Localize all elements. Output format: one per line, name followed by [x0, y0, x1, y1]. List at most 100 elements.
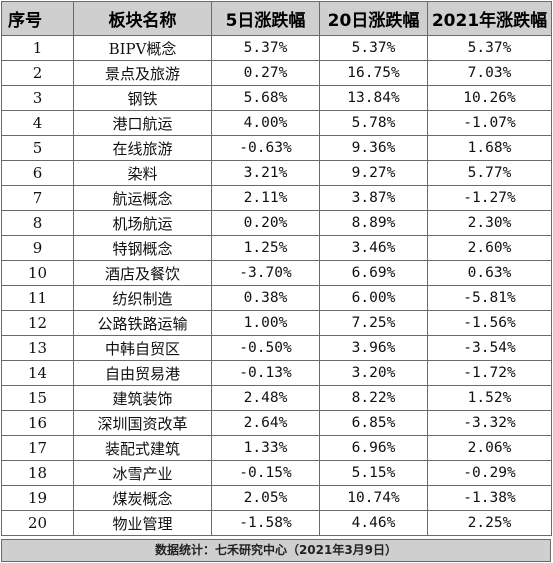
header-5day-change: 5日涨跌幅 [211, 1, 320, 36]
sector-name: 景点及旅游 [73, 60, 212, 86]
change-20day: 6.00% [319, 285, 428, 311]
row-index: 5 [1, 135, 74, 161]
row-index: 18 [1, 460, 74, 486]
change-2021: 2.06% [427, 435, 552, 461]
change-2021: 2.60% [427, 235, 552, 261]
table-row: 10 酒店及餐饮 -3.70% 6.69% 0.63% [1, 260, 552, 286]
change-5day: 4.00% [211, 110, 320, 136]
change-20day: 8.22% [319, 385, 428, 411]
change-5day: 1.25% [211, 235, 320, 261]
change-5day: -0.13% [211, 360, 320, 386]
sector-name: 港口航运 [73, 110, 212, 136]
table-row: 5 在线旅游 -0.63% 9.36% 1.68% [1, 135, 552, 161]
sector-name: 钢铁 [73, 85, 212, 111]
table-row: 8 机场航运 0.20% 8.89% 2.30% [1, 210, 552, 236]
change-5day: 2.05% [211, 485, 320, 511]
header-row: 序号 板块名称 5日涨跌幅 20日涨跌幅 2021年涨跌幅 [1, 1, 552, 36]
change-20day: 6.69% [319, 260, 428, 286]
change-5day: 0.27% [211, 60, 320, 86]
row-index: 9 [1, 235, 74, 261]
table-row: 19 煤炭概念 2.05% 10.74% -1.38% [1, 485, 552, 511]
row-index: 11 [1, 285, 74, 311]
change-20day: 3.46% [319, 235, 428, 261]
change-20day: 9.36% [319, 135, 428, 161]
change-2021: 1.68% [427, 135, 552, 161]
row-index: 16 [1, 410, 74, 436]
row-index: 15 [1, 385, 74, 411]
sector-name: 酒店及餐饮 [73, 260, 212, 286]
change-2021: 0.63% [427, 260, 552, 286]
change-20day: 5.37% [319, 35, 428, 61]
change-20day: 10.74% [319, 485, 428, 511]
change-2021: 1.52% [427, 385, 552, 411]
change-20day: 6.96% [319, 435, 428, 461]
sector-name: 在线旅游 [73, 135, 212, 161]
change-5day: -3.70% [211, 260, 320, 286]
sector-performance-table-container: 序号 板块名称 5日涨跌幅 20日涨跌幅 2021年涨跌幅 1 BIPV概念 5.3… [1, 1, 552, 536]
change-5day: 1.00% [211, 310, 320, 336]
sector-name: 特钢概念 [73, 235, 212, 261]
change-2021: -1.38% [427, 485, 552, 511]
change-20day: 3.87% [319, 185, 428, 211]
change-5day: 1.33% [211, 435, 320, 461]
change-5day: -0.63% [211, 135, 320, 161]
header-index: 序号 [1, 1, 74, 36]
change-2021: 2.25% [427, 510, 552, 536]
sector-name: 冰雪产业 [73, 460, 212, 486]
row-index: 13 [1, 335, 74, 361]
change-2021: -1.56% [427, 310, 552, 336]
table-row: 18 冰雪产业 -0.15% 5.15% -0.29% [1, 460, 552, 486]
table-row: 12 公路铁路运输 1.00% 7.25% -1.56% [1, 310, 552, 336]
table-row: 1 BIPV概念 5.37% 5.37% 5.37% [1, 35, 552, 61]
table-row: 3 钢铁 5.68% 13.84% 10.26% [1, 85, 552, 111]
row-index: 3 [1, 85, 74, 111]
change-2021: 2.30% [427, 210, 552, 236]
sector-name: 煤炭概念 [73, 485, 212, 511]
change-5day: 2.48% [211, 385, 320, 411]
row-index: 7 [1, 185, 74, 211]
change-20day: 8.89% [319, 210, 428, 236]
table-row: 7 航运概念 2.11% 3.87% -1.27% [1, 185, 552, 211]
row-index: 12 [1, 310, 74, 336]
sector-name: 航运概念 [73, 185, 212, 211]
change-2021: 7.03% [427, 60, 552, 86]
change-20day: 6.85% [319, 410, 428, 436]
change-2021: -1.07% [427, 110, 552, 136]
change-5day: 5.37% [211, 35, 320, 61]
table-row: 17 装配式建筑 1.33% 6.96% 2.06% [1, 435, 552, 461]
sector-name: 公路铁路运输 [73, 310, 212, 336]
change-2021: 5.77% [427, 160, 552, 186]
change-2021: 10.26% [427, 85, 552, 111]
row-index: 8 [1, 210, 74, 236]
change-2021: -1.27% [427, 185, 552, 211]
table-row: 16 深圳国资改革 2.64% 6.85% -3.32% [1, 410, 552, 436]
sector-name: 物业管理 [73, 510, 212, 536]
change-5day: 0.20% [211, 210, 320, 236]
change-20day: 4.46% [319, 510, 428, 536]
header-2021-change: 2021年涨跌幅 [427, 1, 552, 36]
header-20day-change: 20日涨跌幅 [319, 1, 428, 36]
row-index: 1 [1, 35, 74, 61]
sector-name: 深圳国资改革 [73, 410, 212, 436]
change-5day: -0.50% [211, 335, 320, 361]
change-2021: -3.32% [427, 410, 552, 436]
change-20day: 13.84% [319, 85, 428, 111]
change-2021: -1.72% [427, 360, 552, 386]
row-index: 20 [1, 510, 74, 536]
change-5day: -0.15% [211, 460, 320, 486]
change-2021: -5.81% [427, 285, 552, 311]
row-index: 10 [1, 260, 74, 286]
change-2021: -3.54% [427, 335, 552, 361]
change-5day: 0.38% [211, 285, 320, 311]
table-row: 13 中韩自贸区 -0.50% 3.96% -3.54% [1, 335, 552, 361]
row-index: 2 [1, 60, 74, 86]
data-source-note: 数据统计：七禾研究中心（2021年3月9日） [1, 539, 551, 562]
table-row: 14 自由贸易港 -0.13% 3.20% -1.72% [1, 360, 552, 386]
table-row: 15 建筑装饰 2.48% 8.22% 1.52% [1, 385, 552, 411]
table-row: 4 港口航运 4.00% 5.78% -1.07% [1, 110, 552, 136]
sector-name: 纺织制造 [73, 285, 212, 311]
change-20day: 7.25% [319, 310, 428, 336]
change-20day: 9.27% [319, 160, 428, 186]
row-index: 4 [1, 110, 74, 136]
sector-name: 建筑装饰 [73, 385, 212, 411]
